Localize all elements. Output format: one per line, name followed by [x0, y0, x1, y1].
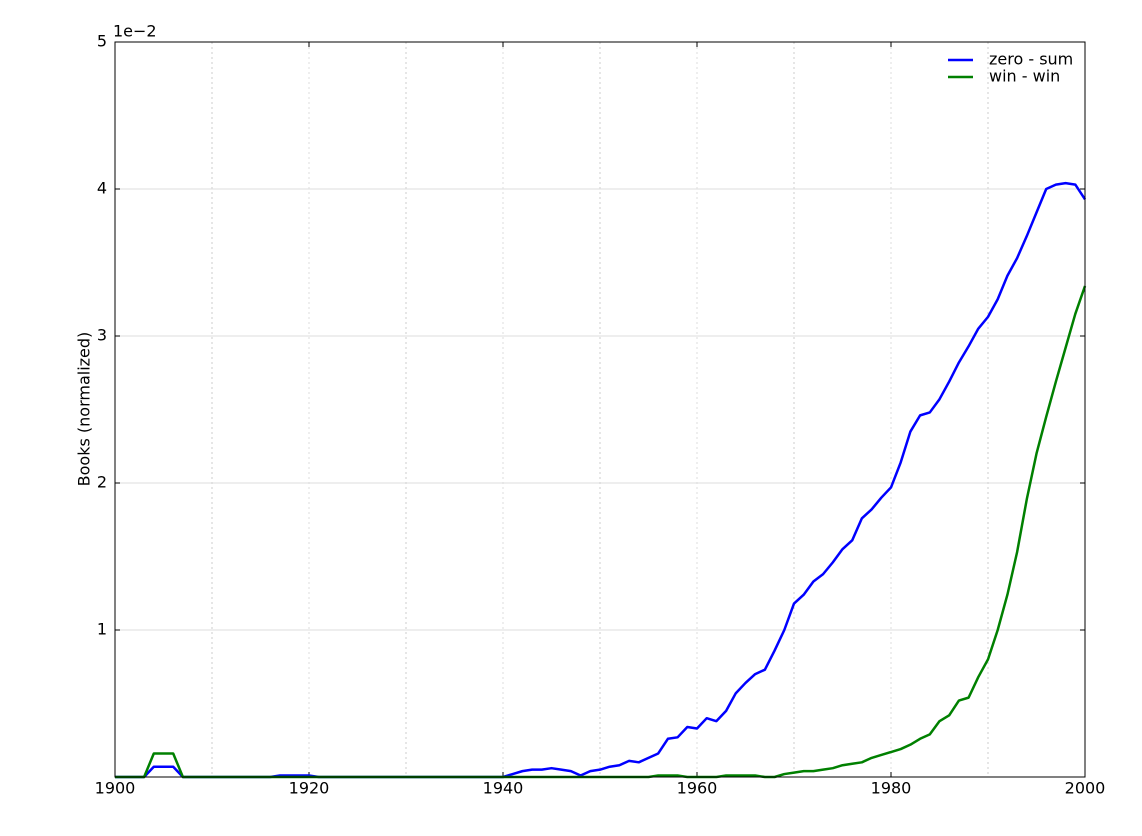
x-tick-label: 1900 — [95, 779, 136, 798]
y-tick-label: 1 — [97, 620, 107, 639]
x-tick-label: 1980 — [871, 779, 912, 798]
y-tick-label: 3 — [97, 326, 107, 345]
x-tick-label: 1940 — [483, 779, 524, 798]
y-tick-label: 5 — [97, 32, 107, 51]
y-tick-label: 2 — [97, 473, 107, 492]
y-offset-label: 1e−2 — [113, 22, 157, 41]
y-axis-label: Books (normalized) — [75, 332, 94, 487]
x-tick-label: 1920 — [289, 779, 330, 798]
legend-label: win - win — [989, 67, 1060, 86]
y-tick-label: 4 — [97, 179, 107, 198]
x-tick-label: 1960 — [677, 779, 718, 798]
legend-label: zero - sum — [989, 50, 1073, 69]
plot-frame — [114, 41, 1086, 778]
x-tick-label: 2000 — [1065, 779, 1106, 798]
